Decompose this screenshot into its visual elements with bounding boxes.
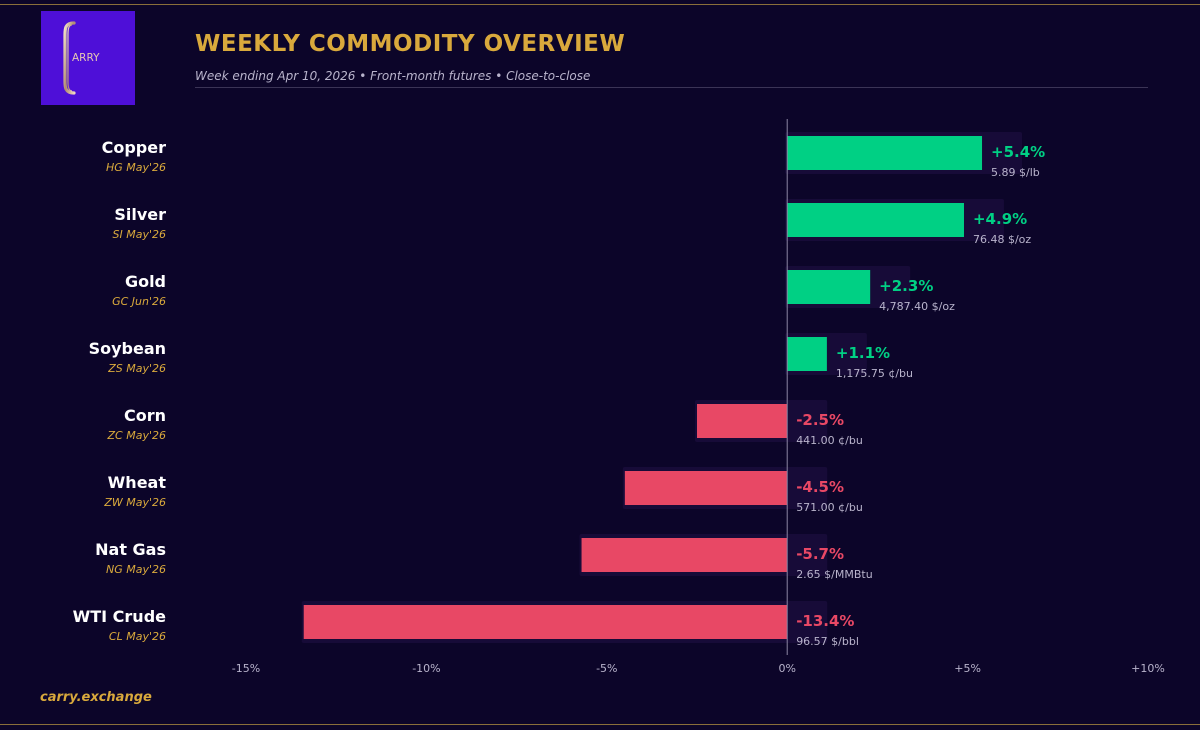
value-label: -5.7% xyxy=(796,545,844,563)
price-label: 4,787.40 $/oz xyxy=(879,300,955,313)
value-label: -13.4% xyxy=(796,612,854,630)
top-rule xyxy=(0,4,1200,5)
category-label: Silver xyxy=(114,205,166,224)
x-tick-label: +5% xyxy=(954,662,981,675)
bar-soybean xyxy=(787,337,827,371)
bottom-rule xyxy=(0,724,1200,725)
bar-wti-crude xyxy=(303,605,788,639)
brand-logo: ARRY xyxy=(41,11,135,105)
x-tick-label: 0% xyxy=(778,662,795,675)
bar-silver xyxy=(787,203,964,237)
price-label: 5.89 $/lb xyxy=(991,166,1040,179)
contract-label: CL May'26 xyxy=(109,630,166,643)
bar-nat-gas xyxy=(581,538,788,572)
category-label: Nat Gas xyxy=(95,540,166,559)
contract-label: NG May'26 xyxy=(106,563,166,576)
value-label: -2.5% xyxy=(796,411,844,429)
page-subtitle: Week ending Apr 10, 2026 • Front-month f… xyxy=(195,69,591,83)
page-title: WEEKLY COMMODITY OVERVIEW xyxy=(195,31,626,57)
category-label: Copper xyxy=(102,138,166,157)
contract-label: SI May'26 xyxy=(113,228,167,241)
x-tick-label: -5% xyxy=(596,662,617,675)
logo-text: ARRY xyxy=(72,52,100,64)
bar-corn xyxy=(697,404,788,438)
logo-mark: ARRY xyxy=(63,21,100,95)
header-divider xyxy=(195,87,1148,88)
value-label: -4.5% xyxy=(796,478,844,496)
x-tick-label: -15% xyxy=(232,662,260,675)
x-tick-label: +10% xyxy=(1131,662,1165,675)
price-label: 76.48 $/oz xyxy=(973,233,1031,246)
contract-label: HG May'26 xyxy=(106,161,166,174)
x-tick-label: -10% xyxy=(412,662,440,675)
contract-label: GC Jun'26 xyxy=(112,295,166,308)
bar-copper xyxy=(787,136,983,170)
category-label: Soybean xyxy=(89,339,166,358)
footer-brand: carry.exchange xyxy=(40,690,152,705)
value-label: +2.3% xyxy=(879,277,933,295)
category-label: Wheat xyxy=(108,473,167,492)
value-label: +1.1% xyxy=(836,344,890,362)
contract-label: ZC May'26 xyxy=(107,429,166,442)
category-label: Corn xyxy=(124,406,166,425)
contract-label: ZW May'26 xyxy=(103,496,166,509)
price-label: 441.00 ¢/bu xyxy=(796,434,863,447)
value-label: +4.9% xyxy=(973,210,1027,228)
category-label: WTI Crude xyxy=(73,607,167,626)
bar-wheat xyxy=(624,471,788,505)
contract-label: ZS May'26 xyxy=(107,362,166,375)
price-label: 571.00 ¢/bu xyxy=(796,501,863,514)
value-label: +5.4% xyxy=(991,143,1045,161)
price-label: 2.65 $/MMBtu xyxy=(796,568,873,581)
bar-gold xyxy=(787,270,871,304)
category-label: Gold xyxy=(125,272,166,291)
price-label: 96.57 $/bbl xyxy=(796,635,859,648)
price-label: 1,175.75 ¢/bu xyxy=(836,367,913,380)
